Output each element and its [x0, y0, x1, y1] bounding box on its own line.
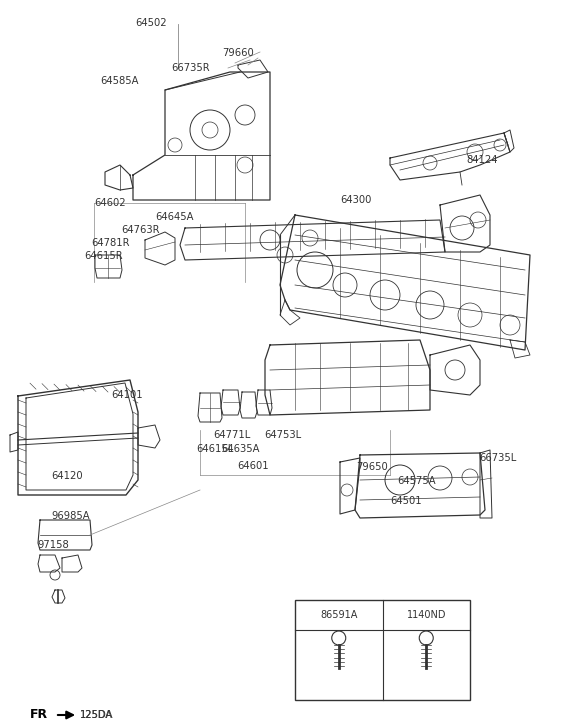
Text: 64101: 64101 [111, 390, 143, 400]
Text: 125DA: 125DA [80, 710, 113, 720]
Bar [295, 600, 470, 700]
Text: 64753L: 64753L [264, 430, 301, 440]
Text: 64635A: 64635A [221, 444, 260, 454]
Text: 64575A: 64575A [397, 476, 435, 486]
Text: 64501: 64501 [390, 496, 422, 506]
Text: 125DA: 125DA [80, 710, 113, 720]
Text: 64763R: 64763R [121, 225, 159, 235]
Text: 64602: 64602 [94, 198, 126, 208]
Text: 1140ND: 1140ND [414, 614, 455, 624]
Text: 66735L: 66735L [479, 453, 516, 463]
Text: 86591A: 86591A [320, 610, 357, 620]
Text: 97158: 97158 [37, 540, 69, 550]
Text: 64781R: 64781R [91, 238, 129, 248]
Text: 86591A: 86591A [321, 614, 359, 624]
Text: 1140ND: 1140ND [407, 610, 446, 620]
Text: 66735R: 66735R [171, 63, 210, 73]
Text: 64585A: 64585A [100, 76, 138, 86]
Text: 79660: 79660 [222, 48, 254, 58]
Text: 64615R: 64615R [84, 251, 122, 261]
Text: 79650: 79650 [356, 462, 388, 472]
Text: 64645A: 64645A [155, 212, 193, 222]
Text: FR: FR [30, 709, 48, 721]
Text: 64601: 64601 [237, 461, 269, 471]
Text: 96985A: 96985A [51, 511, 90, 521]
Text: 64502: 64502 [135, 18, 167, 28]
Text: 64615L: 64615L [196, 444, 233, 454]
Text: 64300: 64300 [340, 195, 371, 205]
Text: 64771L: 64771L [213, 430, 250, 440]
Text: 64120: 64120 [51, 471, 83, 481]
Text: 84124: 84124 [466, 155, 497, 165]
